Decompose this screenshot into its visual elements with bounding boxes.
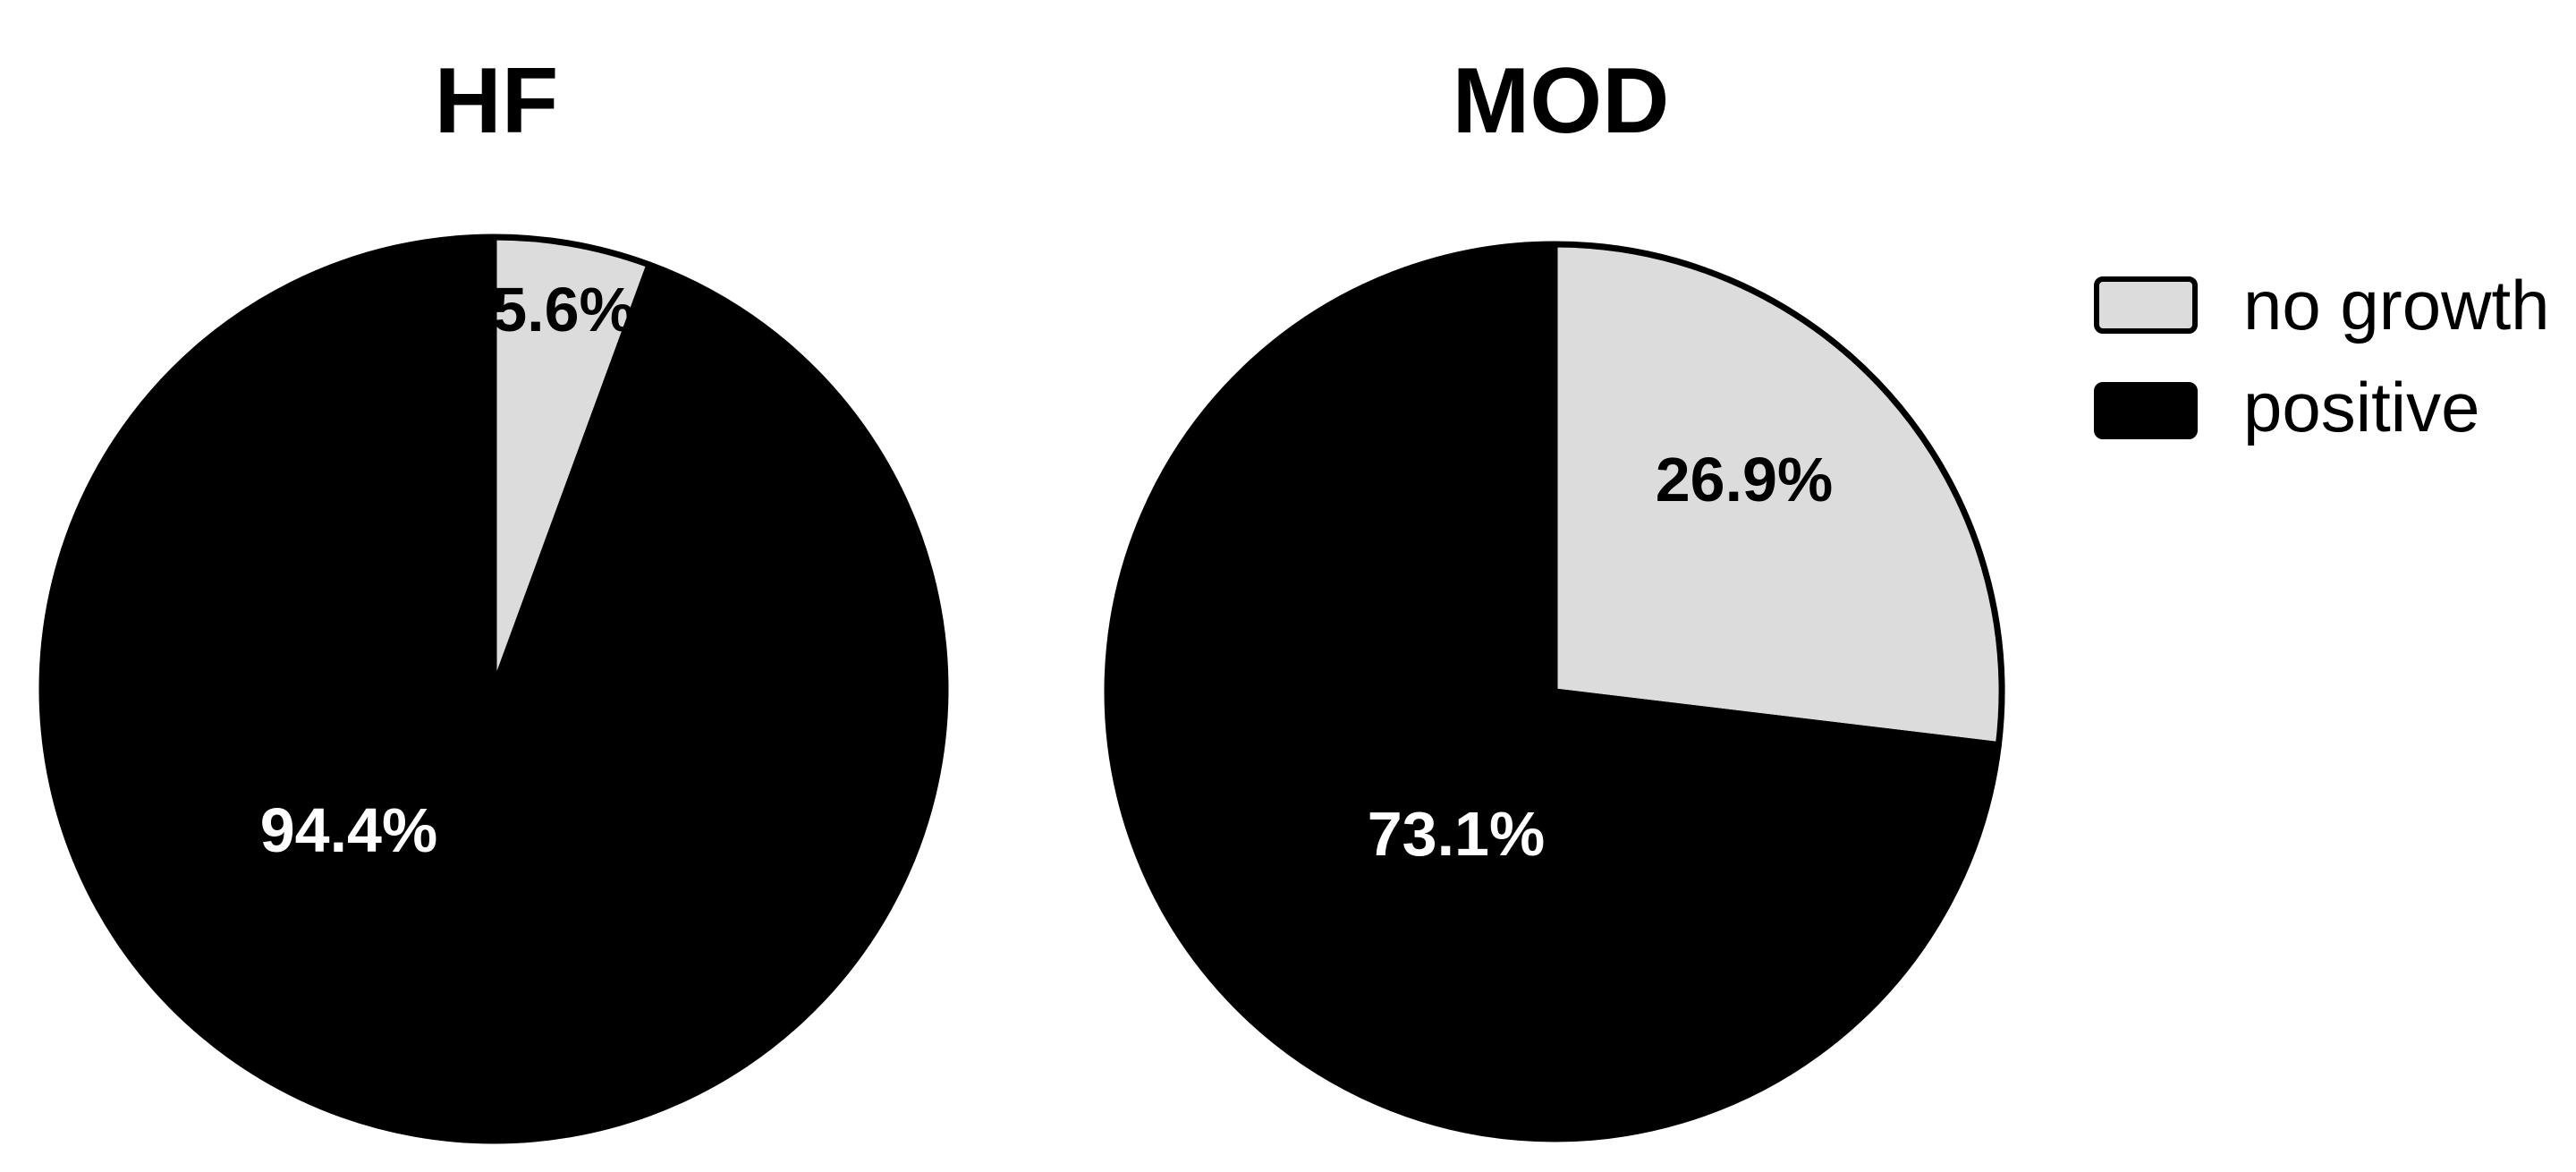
pie-chart-hf: HF 5.6% 94.4% xyxy=(38,49,949,1144)
legend-item-no-growth: no growth xyxy=(2094,266,2550,344)
legend-label-positive: positive xyxy=(2243,368,2479,446)
legend-swatch-positive xyxy=(2094,382,2198,439)
pie-slice-positive xyxy=(38,234,949,1144)
pie-title-hf: HF xyxy=(435,49,559,153)
pie-slice-label-positive: 73.1% xyxy=(1368,799,1545,869)
legend: no growth positive xyxy=(2094,266,2550,446)
pie-slices-mod xyxy=(1104,241,2005,1142)
pie-chart-mod: MOD 26.9% 73.1% xyxy=(1104,49,2005,1142)
pie-title-mod: MOD xyxy=(1453,49,1670,153)
pie-slice-label-no-growth: 5.6% xyxy=(492,275,635,344)
pie-labels-hf: 5.6% 94.4% xyxy=(260,275,635,865)
pie-slice-label-no-growth: 26.9% xyxy=(1656,445,1833,514)
legend-label-no-growth: no growth xyxy=(2243,266,2550,344)
pie-slice-label-positive: 94.4% xyxy=(260,795,437,865)
pie-slices-hf xyxy=(38,234,949,1144)
legend-swatch-no-growth xyxy=(2094,276,2198,334)
pie-labels-mod: 26.9% 73.1% xyxy=(1368,445,1833,869)
pie-slice-no-growth xyxy=(1551,241,2005,749)
pie-slice-positive xyxy=(1104,241,2002,1142)
legend-item-positive: positive xyxy=(2094,368,2479,446)
